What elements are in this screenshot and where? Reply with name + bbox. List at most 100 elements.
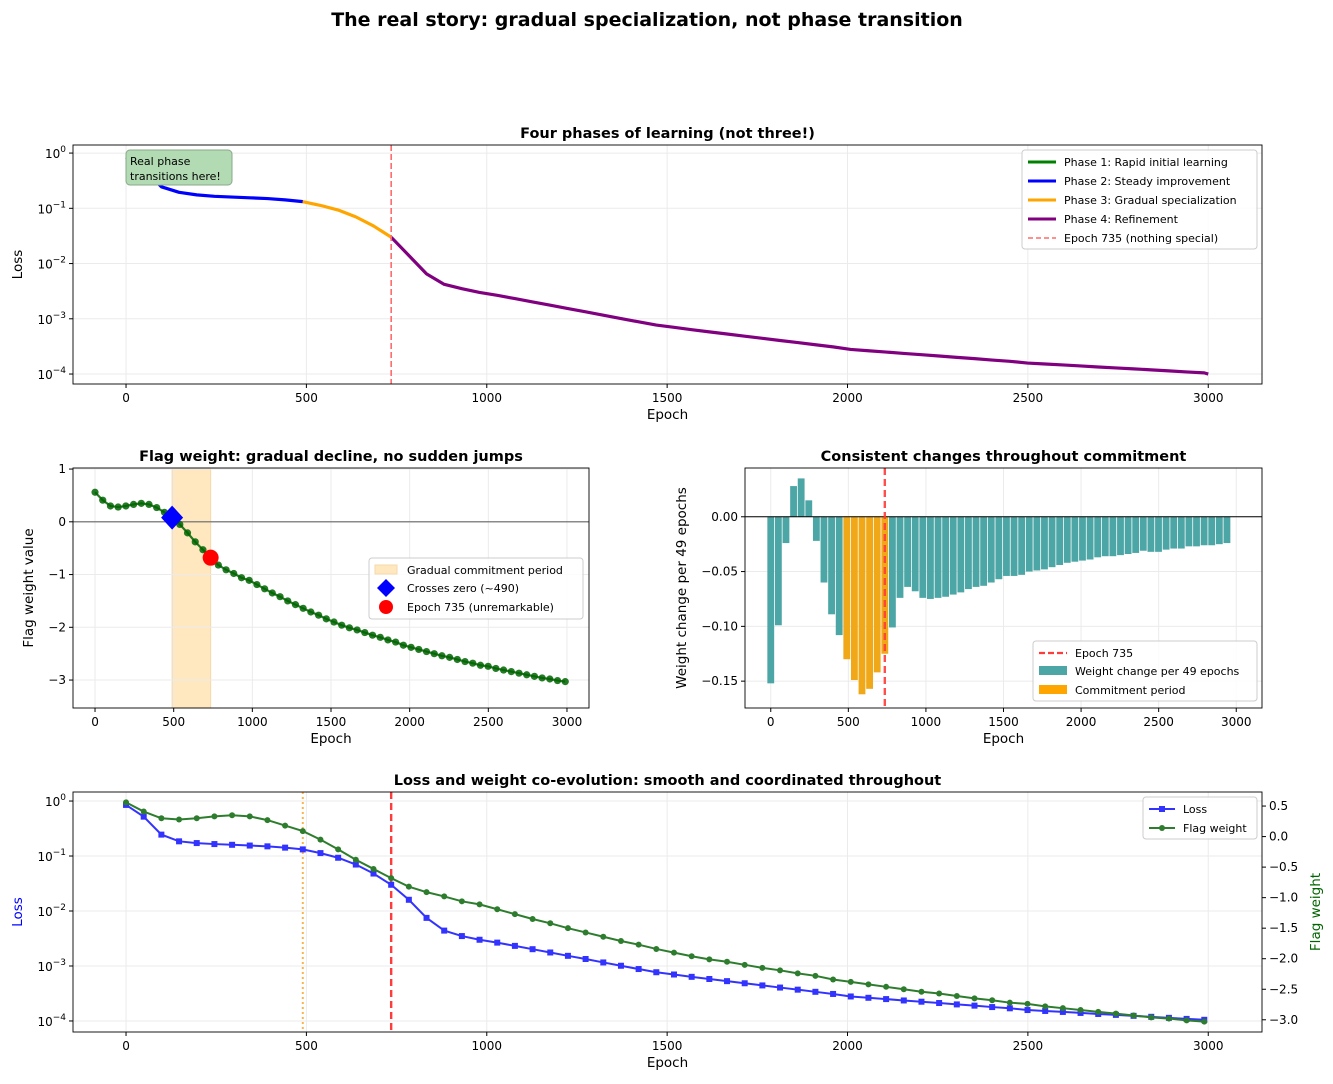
weight-change-bar	[1041, 516, 1048, 570]
loss-point	[388, 881, 395, 888]
weight-change-bar	[1185, 516, 1193, 547]
flag-weight-point	[1024, 1000, 1031, 1007]
legend-label: Phase 2: Steady improvement	[1064, 175, 1231, 188]
y-right-tick-label: 0.0	[1269, 830, 1288, 844]
flag-weight-point	[507, 668, 515, 676]
weight-change-bar	[1094, 516, 1102, 558]
loss-point	[777, 984, 784, 991]
flag-weight-point	[330, 618, 338, 626]
flag-weight-point	[123, 799, 130, 806]
y-tick-label: 0.00	[711, 510, 738, 524]
flag-weight-point	[370, 865, 377, 872]
loss-point	[688, 973, 695, 980]
x-tick-label: 500	[837, 715, 860, 729]
loss-point	[511, 942, 518, 949]
loss-point	[1042, 1007, 1049, 1014]
flag-weight-point	[511, 911, 518, 918]
x-tick-label: 3000	[1193, 1039, 1224, 1053]
loss-point	[794, 986, 801, 993]
loss-point	[547, 949, 554, 956]
loss-point	[140, 813, 147, 820]
x-tick-label: 0	[122, 1039, 130, 1053]
flag-weight-point	[361, 628, 369, 637]
annotation-text: transitions here!	[130, 170, 221, 183]
y-tick-label: −0.05	[701, 565, 738, 579]
loss-point	[741, 980, 748, 987]
weight-change-bar	[1200, 516, 1208, 546]
y-tick-label: −1	[48, 568, 66, 582]
loss-point	[564, 952, 571, 959]
loss-point	[1006, 1005, 1013, 1012]
y-tick-label: 0	[58, 515, 66, 529]
weight-change-bar	[896, 516, 904, 598]
x-tick-label: 500	[295, 1039, 318, 1053]
loss-point	[900, 997, 907, 1004]
flag-weight-point	[291, 601, 300, 609]
y-tick-label: 10−1	[37, 848, 66, 864]
weight-change-bar	[942, 516, 950, 597]
flag-weight-point	[777, 967, 784, 974]
flag-weight-point	[317, 836, 324, 843]
y-tick-label: 100	[45, 793, 66, 809]
flag-weight-point	[865, 981, 872, 988]
loss-point	[423, 914, 430, 921]
weight-change-bar	[1147, 516, 1155, 552]
x-tick-label: 2000	[832, 391, 863, 405]
weight-change-bar	[828, 516, 835, 615]
x-tick-label: 1000	[237, 715, 268, 729]
x-tick-label: 2500	[473, 715, 504, 729]
flag-weight-point	[199, 546, 207, 554]
legend-marker	[1159, 825, 1165, 831]
flag-weight-point	[653, 945, 660, 952]
y-right-tick-label: −1.5	[1269, 921, 1298, 935]
flag-weight-point	[523, 671, 531, 679]
weight-change-bar	[995, 516, 1003, 580]
loss-point	[158, 831, 165, 838]
legend-label: Epoch 735 (unremarkable)	[407, 601, 554, 614]
loss-point	[176, 838, 183, 845]
flag-weight-point	[145, 500, 153, 508]
flag-weight-point	[430, 650, 438, 658]
x-tick-label: 1500	[652, 1039, 683, 1053]
weight-change-bar	[1177, 516, 1185, 549]
y-right-tick-label: 0.5	[1269, 799, 1288, 813]
flag-weight-point	[245, 576, 253, 584]
flag-weight-point	[1201, 1018, 1208, 1025]
loss-point	[246, 842, 253, 849]
flag-weight-point	[484, 662, 492, 670]
loss-point	[670, 971, 677, 978]
loss-point	[635, 966, 642, 973]
x-tick-label: 1500	[316, 715, 347, 729]
loss-point	[600, 959, 607, 966]
loss-point	[812, 988, 819, 995]
x-tick-label: 0	[767, 715, 775, 729]
x-tick-label: 500	[295, 391, 318, 405]
flag-weight-point	[1165, 1015, 1172, 1022]
legend-marker	[1159, 806, 1165, 812]
flag-weight-point	[547, 920, 554, 927]
x-tick-label: 2500	[1013, 391, 1044, 405]
flag-weight-point	[268, 589, 276, 597]
loss-point	[582, 955, 589, 962]
flag-weight-point	[759, 964, 766, 971]
flag-weight-point	[153, 503, 161, 512]
flag-weight-point	[299, 604, 307, 612]
y-tick-label: −0.10	[701, 619, 738, 633]
x-tick-label: 1000	[471, 391, 502, 405]
flag-weight-point	[582, 929, 589, 936]
flag-weight-point	[214, 561, 222, 569]
tick-exponent: −2	[53, 256, 66, 266]
flag-weight-point	[706, 956, 713, 963]
loss-point	[370, 870, 377, 877]
flag-weight-point	[847, 978, 854, 985]
legend-swatch	[374, 564, 398, 575]
flag-weight-point	[423, 889, 430, 896]
commitment-bar	[866, 516, 874, 689]
tick-exponent: −4	[53, 1013, 67, 1023]
flag-weight-point	[1077, 1007, 1084, 1014]
flag-weight-point	[476, 661, 485, 669]
weight-change-bar	[767, 516, 775, 684]
flag-weight-point	[918, 988, 925, 995]
weight-change-bar	[782, 516, 790, 544]
flag-weight-point	[1148, 1014, 1155, 1021]
